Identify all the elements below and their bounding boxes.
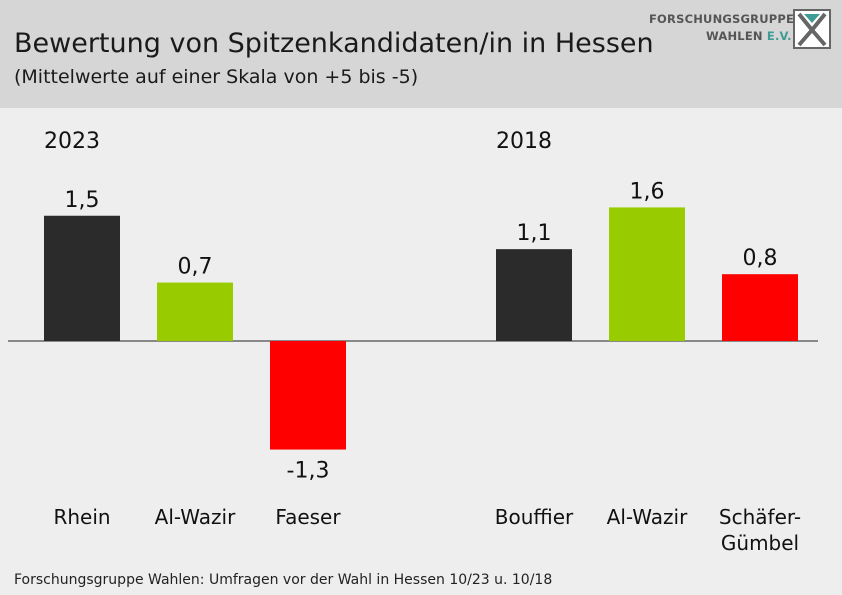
category-label: Schäfer-Gümbel (719, 505, 801, 555)
data-label: 0,7 (178, 255, 213, 280)
bar (722, 274, 798, 341)
plot-area: 2023 1,5 Rhein 0,7 Al-Wazir -1,3 Faeser 2018 1,1… (8, 129, 818, 555)
category-label: Al-Wazir (607, 505, 688, 529)
data-label: 0,8 (743, 246, 778, 271)
data-label: 1,5 (65, 188, 100, 213)
data-label: 1,6 (630, 179, 665, 204)
chart-title: Bewertung von Spitzenkandidaten/in in He… (14, 28, 654, 59)
bar (157, 282, 233, 341)
category-label-line: Al-Wazir (155, 505, 236, 529)
logo-line-2-main: WAHLEN (706, 29, 767, 43)
category-label-line: Schäfer- (719, 505, 801, 529)
logo-x-mark-icon (793, 9, 831, 49)
category-label-line: Faeser (275, 505, 341, 529)
category-label-line: Gümbel (721, 531, 799, 555)
logo-line-2: WAHLEN E.V. (706, 29, 792, 43)
bar (44, 215, 120, 341)
bar (270, 341, 346, 450)
bar (609, 207, 685, 341)
category-label: Rhein (53, 505, 110, 529)
bar (496, 249, 572, 341)
group-label: 2018 (496, 129, 552, 154)
forschungsgruppe-wahlen-logo: FORSCHUNGSGRUPPE WAHLEN E.V. (640, 8, 836, 54)
bar-chart: 2023 1,5 Rhein 0,7 Al-Wazir -1,3 Faeser 2018 1,1… (8, 129, 818, 555)
category-label: Al-Wazir (155, 505, 236, 529)
category-label: Faeser (275, 505, 341, 529)
group-label: 2023 (44, 129, 100, 154)
category-label: Bouffier (495, 505, 574, 529)
logo-line-2-accent: E.V. (766, 29, 792, 43)
chart-header: Bewertung von Spitzenkandidaten/in in He… (0, 0, 842, 108)
data-label: -1,3 (287, 459, 330, 484)
logo-line-1: FORSCHUNGSGRUPPE (649, 12, 795, 26)
category-label-line: Rhein (53, 505, 110, 529)
source-note: Forschungsgruppe Wahlen: Umfragen vor de… (14, 572, 553, 588)
chart-subtitle: (Mittelwerte auf einer Skala von +5 bis … (14, 66, 419, 88)
category-label-line: Al-Wazir (607, 505, 688, 529)
category-label-line: Bouffier (495, 505, 574, 529)
data-label: 1,1 (517, 221, 552, 246)
